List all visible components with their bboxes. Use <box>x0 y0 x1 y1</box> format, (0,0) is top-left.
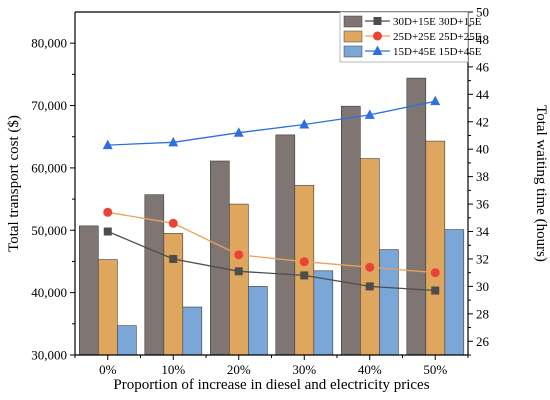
bar-30d-15e-3 <box>275 134 296 356</box>
x-tick-label: 20% <box>227 362 251 377</box>
y2-tick-label: 28 <box>476 306 489 321</box>
point-15d-45e-2 <box>233 127 244 137</box>
point-15d-45e-0 <box>102 139 113 150</box>
line-15d-45e <box>107 100 436 146</box>
point-25d-25e-5 <box>430 268 440 278</box>
legend-swatch-marker <box>373 17 382 25</box>
bar-15d-45e-1 <box>182 306 203 356</box>
bar-30d-15e-2 <box>210 160 230 356</box>
bar-15d-45e-2 <box>248 286 268 356</box>
point-25d-25e-0 <box>103 207 113 217</box>
point-15d-45e-1 <box>168 136 179 147</box>
line-30d-15e <box>107 230 436 292</box>
point-25d-25e-2 <box>234 250 244 260</box>
bar-15d-45e-4 <box>378 249 399 356</box>
legend-swatch-marker <box>372 45 383 55</box>
y2-tick-label: 48 <box>476 32 489 47</box>
y-tick-label: 70,000 <box>31 98 67 113</box>
y2-tick-label: 46 <box>476 59 490 74</box>
y2-tick-label: 34 <box>476 224 490 239</box>
y2-tick-label: 44 <box>476 87 490 102</box>
point-15d-45e-5 <box>430 95 441 106</box>
legend-swatch-bar <box>343 45 363 58</box>
legend-swatch-marker <box>373 31 382 41</box>
point-25d-25e-1 <box>168 218 178 228</box>
legend-entry: 25D+25E 25D+25E <box>393 31 482 43</box>
y2-tick-label: 30 <box>476 279 489 294</box>
y2-tick-label: 42 <box>476 114 489 129</box>
x-tick-label: 10% <box>161 362 185 377</box>
y2-tick-label: 50 <box>476 5 489 20</box>
point-25d-25e-4 <box>365 262 375 272</box>
bar-30d-15e-4 <box>340 105 361 356</box>
y-tick-label: 60,000 <box>31 160 67 175</box>
y2-tick-label: 32 <box>476 251 489 266</box>
legend-swatch-bar <box>343 30 363 43</box>
point-30d-15e-4 <box>365 282 374 291</box>
y-tick-label: 80,000 <box>31 36 67 51</box>
y-tick-label: 50,000 <box>31 223 67 238</box>
x-tick-label: 50% <box>423 362 447 377</box>
point-15d-45e-3 <box>299 119 310 129</box>
bar-25d-25e-2 <box>229 203 249 356</box>
point-30d-15e-2 <box>234 267 243 276</box>
bar-25d-25e-5 <box>425 140 446 356</box>
legend-entry: 30D+15E 30D+15E <box>393 16 482 28</box>
y-tick-label: 30,000 <box>31 348 67 363</box>
y-axis-title: Total transport cost ($) <box>6 115 22 252</box>
legend-swatch-bar <box>343 15 363 28</box>
bar-15d-45e-0 <box>117 325 137 356</box>
y2-axis-title: Total waiting time (hours) <box>533 105 549 262</box>
bar-25d-25e-3 <box>294 185 315 356</box>
point-30d-15e-5 <box>431 286 440 295</box>
point-30d-15e-1 <box>169 254 178 263</box>
x-tick-label: 30% <box>292 362 316 377</box>
y2-tick-label: 36 <box>476 197 490 212</box>
bar-15d-45e-5 <box>444 229 465 356</box>
y-tick-label: 40,000 <box>31 285 67 300</box>
point-30d-15e-3 <box>300 271 309 280</box>
point-30d-15e-0 <box>103 227 112 236</box>
x-tick-label: 0% <box>99 362 117 377</box>
point-25d-25e-3 <box>299 257 309 267</box>
x-axis-title: Proportion of increase in diesel and ele… <box>113 377 429 393</box>
legend-entry: 15D+45E 15D+45E <box>393 46 482 58</box>
bar-30d-15e-5 <box>406 77 427 356</box>
bar-25d-25e-1 <box>163 233 184 356</box>
bar-30d-15e-0 <box>79 225 99 356</box>
bar-15d-45e-3 <box>313 270 334 356</box>
x-tick-label: 40% <box>358 362 382 377</box>
y2-tick-label: 38 <box>476 169 489 184</box>
point-15d-45e-4 <box>364 109 375 119</box>
line-25d-25e <box>107 211 436 274</box>
y2-tick-label: 40 <box>476 142 489 157</box>
y2-tick-label: 26 <box>476 334 490 349</box>
bar-25d-25e-0 <box>98 259 118 356</box>
bar-25d-25e-4 <box>359 158 380 356</box>
